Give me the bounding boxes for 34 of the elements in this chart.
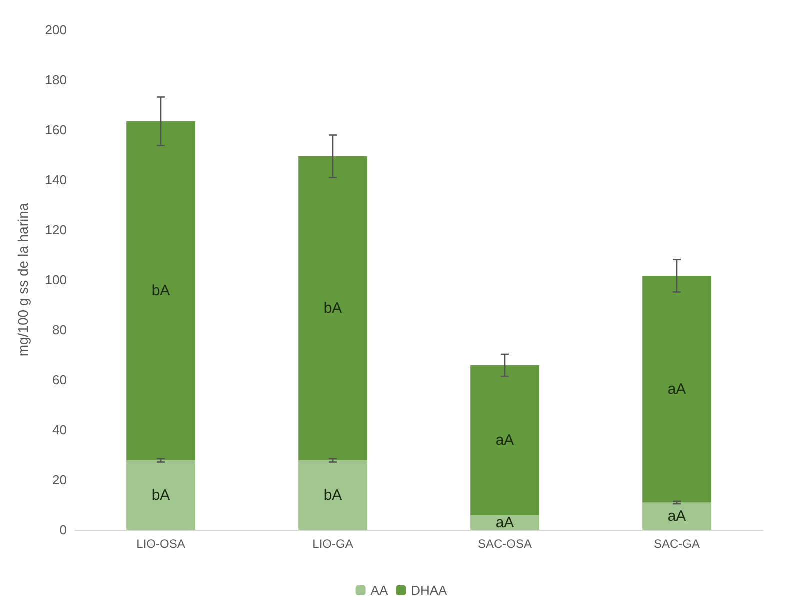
y-tick-label: 20 — [52, 472, 67, 488]
x-tick-label: LIO-OSA — [136, 537, 186, 551]
data-label: bA — [324, 486, 342, 504]
y-tick-label: 140 — [45, 172, 67, 188]
bar — [642, 502, 712, 530]
y-tick-label: 160 — [45, 122, 67, 138]
y-axis-title: mg/100 g ss de la harina — [15, 203, 31, 357]
data-label: aA — [668, 508, 686, 525]
legend-label: DHAA — [411, 583, 448, 598]
bar — [298, 460, 368, 530]
y-tick-label: 80 — [52, 322, 67, 338]
data-label: bA — [324, 300, 342, 317]
bar — [470, 516, 540, 530]
data-label: bA — [152, 486, 170, 504]
data-label: aA — [496, 432, 514, 449]
x-tick-label: LIO-GA — [312, 537, 354, 551]
legend-label: AA — [370, 583, 388, 598]
data-label: bA — [152, 282, 170, 300]
x-tick-label: SAC-GA — [654, 537, 700, 551]
bar — [126, 122, 196, 460]
y-tick-label: 180 — [45, 72, 67, 88]
bar — [298, 156, 368, 460]
y-tick-label: 60 — [52, 372, 67, 388]
bar — [126, 460, 196, 530]
y-tick-label: 200 — [45, 22, 67, 38]
x-tick-label: SAC-OSA — [478, 537, 532, 551]
y-tick-label: 0 — [60, 522, 67, 538]
y-tick-label: 120 — [45, 222, 67, 238]
y-tick-label: 100 — [45, 272, 67, 288]
data-label: aA — [496, 514, 514, 532]
data-label: aA — [668, 380, 686, 398]
y-tick-label: 40 — [52, 422, 67, 438]
bar — [642, 276, 712, 503]
bar — [470, 366, 540, 516]
